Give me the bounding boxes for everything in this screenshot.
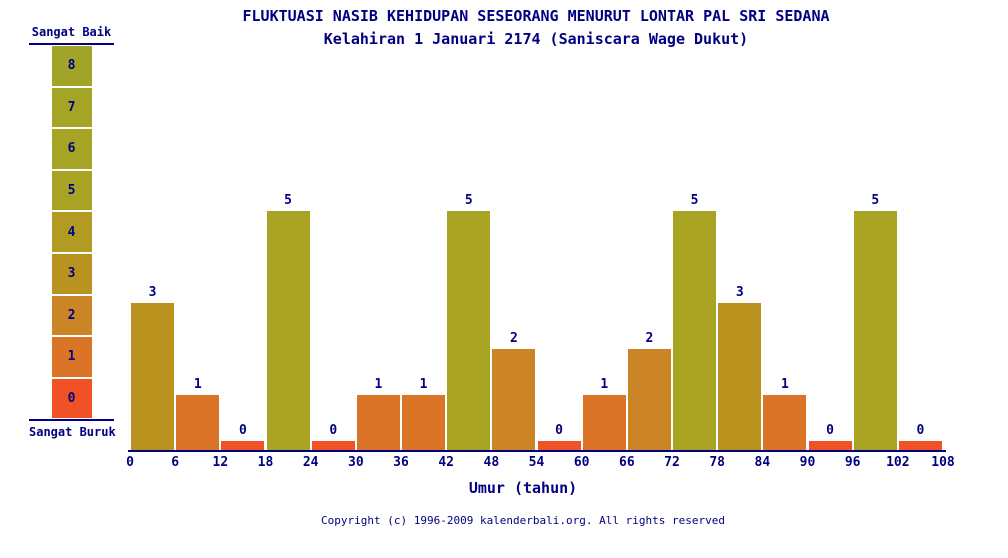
bar-age-72 <box>673 211 717 450</box>
x-tick-24: 24 <box>302 455 319 470</box>
bar-value-label-age-72: 5 <box>690 193 699 208</box>
bar-age-42 <box>447 211 491 450</box>
x-tick-30: 30 <box>348 455 364 470</box>
x-axis-title: Umur (tahun) <box>468 479 578 497</box>
x-tick-102: 102 <box>886 455 910 470</box>
bar-age-0 <box>131 303 175 450</box>
x-tick-90: 90 <box>799 455 816 470</box>
bar-value-label-age-90: 0 <box>826 423 834 438</box>
legend-cell-2: 2 <box>51 295 92 338</box>
legend-max-label: Sangat Baik <box>29 25 114 45</box>
x-tick-84: 84 <box>754 455 771 470</box>
legend-cell-8: 8 <box>51 46 92 88</box>
x-tick-48: 48 <box>483 455 500 470</box>
legend-cell-0: 0 <box>51 378 92 421</box>
chart-title: FLUKTUASI NASIB KEHIDUPAN SESEORANG MENU… <box>242 7 830 25</box>
bar-age-84 <box>763 395 807 450</box>
bar-age-54 <box>537 441 581 450</box>
legend-cell-5: 5 <box>51 170 92 213</box>
bar-value-label-age-12: 0 <box>238 423 247 438</box>
x-tick-54: 54 <box>528 455 545 470</box>
bar-age-78 <box>718 303 762 450</box>
x-tick-66: 66 <box>619 455 635 470</box>
bar-value-label-age-48: 2 <box>509 331 518 346</box>
bar-value-label-age-84: 1 <box>780 377 789 392</box>
legend-cell-1: 1 <box>51 337 92 379</box>
legend-bottom-rule <box>29 419 114 422</box>
x-tick-72: 72 <box>664 455 680 470</box>
bar-age-102 <box>898 441 942 450</box>
bar-age-18 <box>266 211 310 450</box>
bar-age-30 <box>356 395 400 450</box>
bar-value-label-age-66: 2 <box>645 331 654 346</box>
x-tick-42: 42 <box>438 455 454 470</box>
legend-cell-4: 4 <box>51 212 92 254</box>
copyright-text: Copyright (c) 1996-2009 kalenderbali.org… <box>321 514 725 527</box>
x-tick-12: 12 <box>212 455 229 470</box>
bar-value-label-age-54: 0 <box>555 423 563 438</box>
x-tick-6: 6 <box>171 455 180 470</box>
bar-age-60 <box>582 395 626 450</box>
bar-age-96 <box>853 211 897 450</box>
bar-age-90 <box>808 441 852 450</box>
bar-value-label-age-6: 1 <box>193 377 202 392</box>
bar-age-66 <box>627 349 671 450</box>
chart-subtitle: Kelahiran 1 Januari 2174 (Saniscara Wage… <box>323 30 749 48</box>
bar-value-label-age-24: 0 <box>329 423 338 438</box>
bar-age-6 <box>176 395 220 450</box>
x-tick-18: 18 <box>257 455 274 470</box>
x-tick-78: 78 <box>709 455 725 470</box>
bar-value-label-age-0: 3 <box>148 285 157 300</box>
legend-cell-7: 7 <box>51 87 92 130</box>
bar-value-label-age-18: 5 <box>284 193 292 208</box>
legend-cell-3: 3 <box>51 253 92 296</box>
chart-titles: FLUKTUASI NASIB KEHIDUPAN SESEORANG MENU… <box>122 8 950 48</box>
bar-age-12 <box>221 441 265 450</box>
x-ticks: 0 6 12 18 24 30 36 42 48 54 60 66 72 78 84 90 96 102 108 <box>126 455 955 472</box>
bar-value-label-age-96: 5 <box>871 193 880 208</box>
bar-value-label-age-36: 1 <box>419 377 428 392</box>
bar-value-label-age-60: 1 <box>600 377 609 392</box>
x-tick-36: 36 <box>393 455 409 470</box>
legend-min-label: Sangat Buruk <box>29 425 116 440</box>
bar-value-label-age-42: 5 <box>464 193 473 208</box>
bar-value-label-age-78: 3 <box>735 285 744 300</box>
bar-age-36 <box>402 395 446 450</box>
x-tick-96: 96 <box>844 455 861 470</box>
x-axis-line <box>128 450 946 452</box>
bar-age-24 <box>311 441 355 450</box>
legend-cell-6: 6 <box>51 129 92 171</box>
bar-age-48 <box>492 349 536 450</box>
x-tick-60: 60 <box>573 455 590 470</box>
x-tick-108: 108 <box>931 455 955 470</box>
bar-value-label-age-30: 1 <box>374 377 383 392</box>
x-tick-0: 0 <box>126 455 134 470</box>
bar-value-label-age-102: 0 <box>916 423 925 438</box>
